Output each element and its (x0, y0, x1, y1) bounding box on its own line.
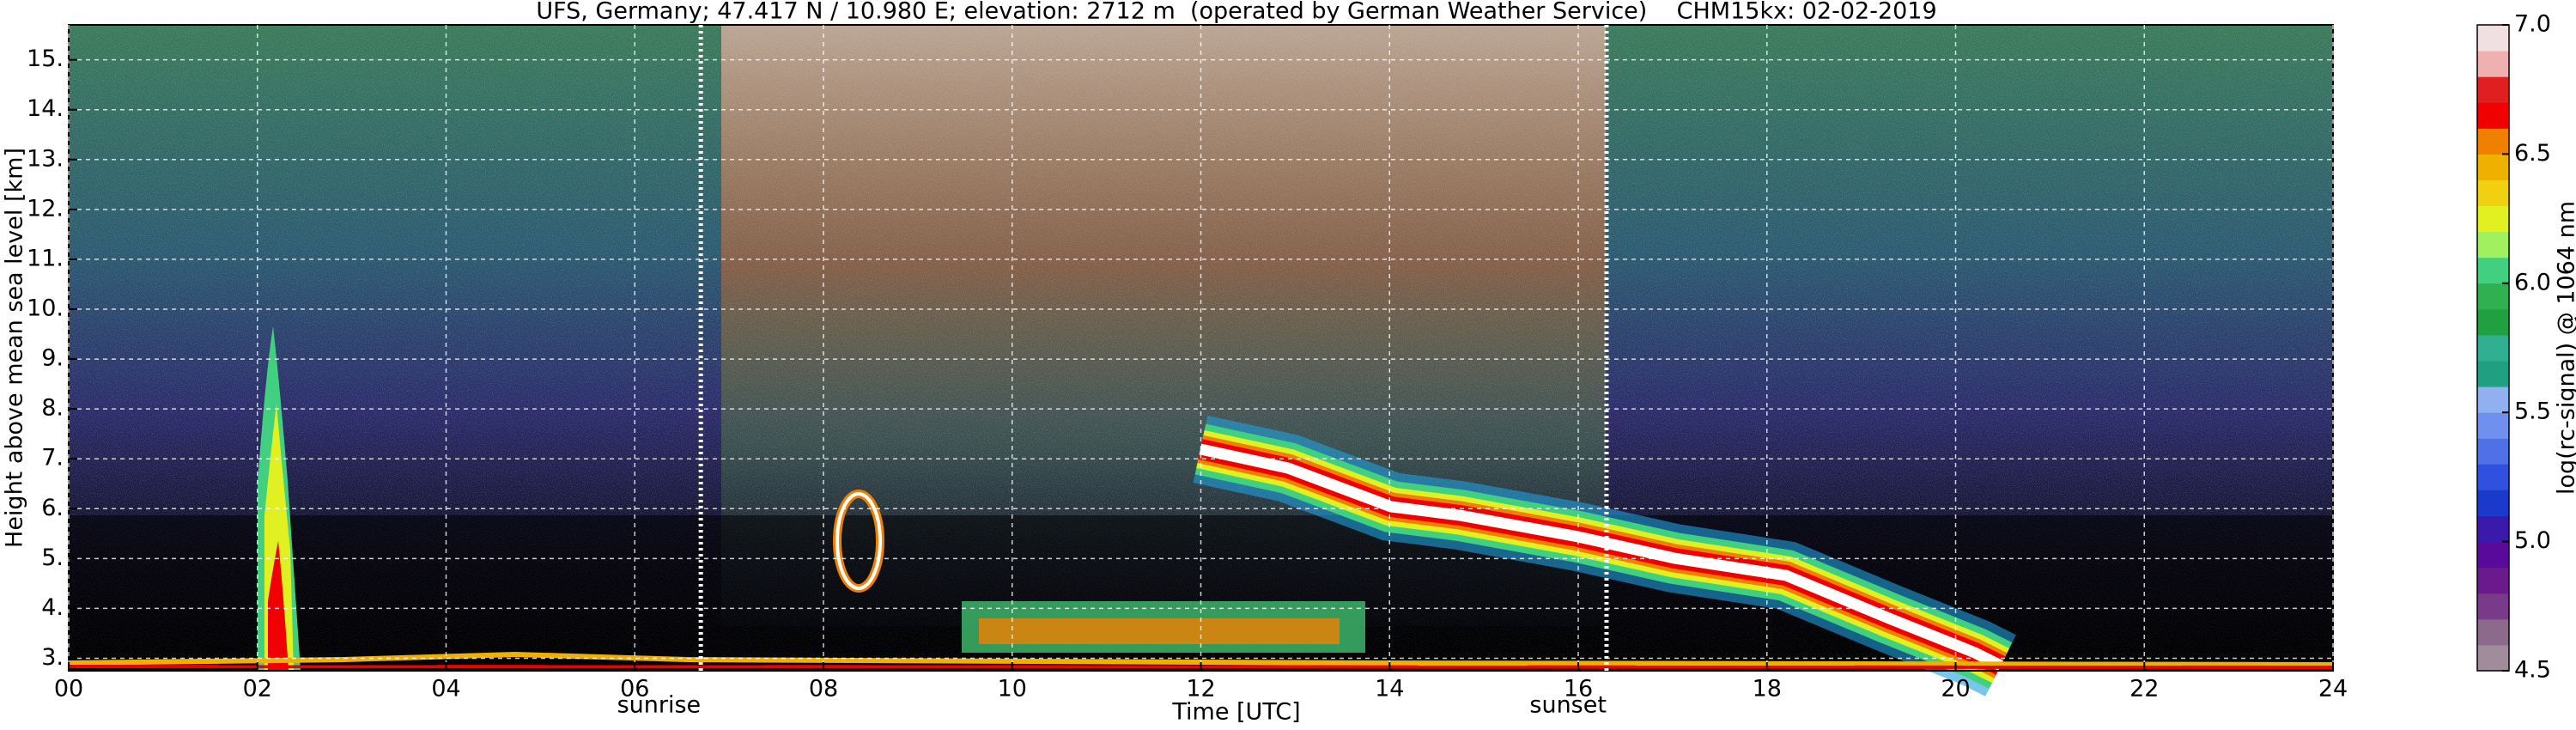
x-tick-label: 06 (620, 676, 649, 703)
colorbar-tick-label: 7.0 (2514, 11, 2551, 38)
annotation-label: sunset (1529, 692, 1607, 719)
colorbar-swatch (2477, 334, 2509, 362)
colorbar-tick-label: 6.5 (2514, 140, 2551, 167)
colorbar-swatch (2477, 257, 2509, 284)
y-tick-label: 9. (41, 345, 64, 372)
colorbar-swatch (2477, 179, 2509, 207)
y-tick-label: 6. (41, 495, 64, 521)
colorbar-swatch (2477, 386, 2509, 413)
y-tick-label: 13. (27, 145, 64, 172)
colorbar-swatch (2477, 25, 2509, 52)
colorbar-swatch (2477, 308, 2509, 336)
colorbar-swatch (2477, 76, 2509, 103)
x-tick-label: 00 (54, 676, 83, 703)
colorbar-swatch (2477, 361, 2509, 387)
x-tick-label: 22 (2129, 676, 2159, 703)
colorbar-swatch (2477, 128, 2509, 155)
x-tick-label: 24 (2318, 676, 2348, 703)
y-tick-label: 3. (41, 644, 64, 671)
x-tick-label: 14 (1375, 676, 1404, 703)
colorbar-tick-label: 6.0 (2514, 269, 2551, 295)
colorbar-swatch (2477, 464, 2509, 490)
colorbar-swatch (2477, 490, 2509, 517)
colorbar-swatch (2477, 231, 2509, 259)
colorbar-swatch (2477, 618, 2509, 646)
x-tick-label: 16 (1564, 676, 1593, 703)
chart-title: UFS, Germany; 47.417 N / 10.980 E; eleva… (536, 0, 1936, 25)
annotation-label: sunrise (617, 692, 702, 719)
y-tick-label: 4. (41, 594, 64, 621)
y-tick-label: 15. (27, 46, 64, 72)
colorbar-swatch (2477, 51, 2509, 77)
y-tick-label: 8. (41, 395, 64, 422)
colorbar-swatch (2477, 567, 2509, 594)
colorbar-swatch (2477, 593, 2509, 620)
y-tick-label: 14. (27, 95, 64, 122)
y-axis-label: Height above mean sea level [km] (2, 148, 28, 548)
colorbar-swatch (2477, 283, 2509, 310)
x-tick-label: 04 (431, 676, 460, 703)
y-tick-label: 7. (41, 445, 64, 471)
x-tick-label: 12 (1186, 676, 1215, 703)
x-tick-label: 02 (243, 676, 272, 703)
colorbar-tick-label: 4.5 (2514, 657, 2551, 684)
colorbar-swatch (2477, 515, 2509, 543)
colorbar-swatch (2477, 102, 2509, 129)
colorbar-swatch (2477, 412, 2509, 439)
x-tick-label: 08 (809, 676, 838, 703)
colorbar-swatch (2477, 438, 2509, 465)
colorbar-label: log(rc-signal) @ 1064 nm (2554, 201, 2576, 495)
y-tick-label: 5. (41, 544, 64, 571)
colorbar-swatch (2477, 644, 2509, 672)
colorbar-swatch (2477, 541, 2509, 569)
x-axis-label: Time [UTC] (1171, 699, 1300, 726)
colorbar-frame (2476, 24, 2510, 672)
colorbar-tick-label: 5.5 (2514, 398, 2551, 425)
x-tick-label: 20 (1941, 676, 1970, 703)
y-tick-label: 12. (27, 195, 64, 222)
colorbar-tick-label: 5.0 (2514, 527, 2551, 554)
x-tick-label: 18 (1753, 676, 1782, 703)
y-tick-label: 10. (27, 295, 64, 321)
colorbar-swatch (2477, 154, 2509, 180)
y-tick-label: 11. (27, 245, 64, 271)
colorbar-swatch (2477, 205, 2509, 233)
x-tick-label: 10 (998, 676, 1027, 703)
